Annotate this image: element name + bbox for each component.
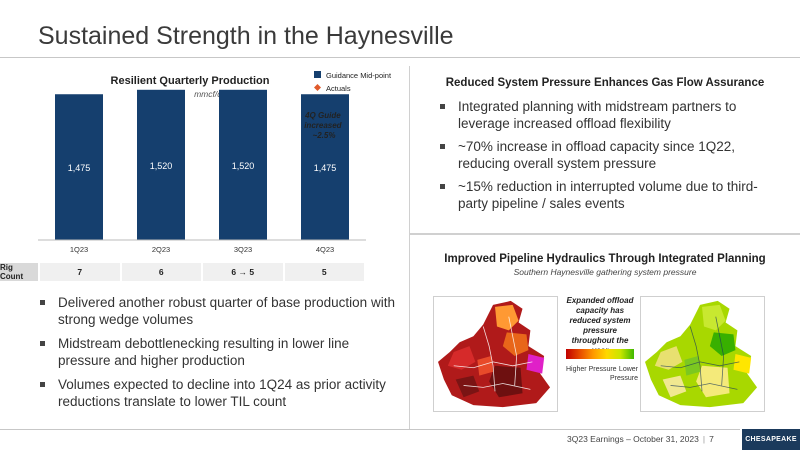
maps-subtitle: Southern Haynesville gathering system pr… — [513, 267, 697, 277]
bar-guidance-3q23 — [219, 89, 267, 240]
rig-count-3q23: 6 → 5 — [203, 263, 283, 281]
footer-separator: | — [702, 434, 706, 444]
annotation-line-3: ~2.5% — [313, 131, 336, 140]
legend-higher-pressure: Higher Pressure — [566, 366, 617, 373]
title-divider — [0, 57, 800, 58]
slide-title: Sustained Strength in the Haynesville — [38, 22, 454, 50]
page-number: 7 — [709, 434, 714, 444]
x-tick-label: 3Q23 — [234, 245, 252, 254]
vertical-divider — [409, 66, 410, 430]
rig-count-row: Rig Count 7 6 6 → 5 5 — [0, 263, 364, 281]
footer-text: 3Q23 Earnings – October 31, 2023 — [567, 434, 699, 444]
bar-guidance-4q23 — [301, 94, 349, 240]
bar-value-label: 1,475 — [314, 163, 337, 173]
right-bullet: ~15% reduction in interrupted volume due… — [440, 178, 785, 212]
legend-marker-actuals — [314, 84, 321, 91]
rig-count-4q23: 5 — [284, 263, 364, 281]
footer-divider — [0, 429, 740, 430]
chart-title: Resilient Quarterly Production — [111, 75, 270, 87]
bar-guidance-1q23 — [55, 94, 103, 240]
chart-subtitle: mmcf/d — [194, 89, 222, 99]
x-tick-label: 1Q23 — [70, 245, 88, 254]
chart-bars: 1,4751,5491Q231,5201,5902Q231,5201,5683Q… — [55, 89, 349, 254]
maps-title: Improved Pipeline Hydraulics Through Int… — [444, 253, 766, 265]
rig-count-2q23: 6 — [121, 263, 201, 281]
legend-lower-pressure: Lower Pressure — [609, 366, 638, 382]
rig-count-1q23: 7 — [40, 263, 120, 281]
bar-value-label: 1,520 — [150, 161, 173, 171]
x-tick-label: 4Q23 — [316, 245, 334, 254]
legend-swatch-guidance — [314, 71, 321, 78]
rig-count-label: Rig Count — [0, 263, 38, 281]
annotation-line-2: increased — [304, 121, 342, 130]
bar-value-label: 1,520 — [232, 161, 255, 171]
annotation-line-1: 4Q Guide — [304, 111, 341, 120]
company-logo: CHESAPEAKE — [742, 429, 800, 450]
bar-value-label: 1,475 — [68, 163, 91, 173]
bar-guidance-2q23 — [137, 89, 185, 240]
right-bullet: ~70% increase in offload capacity since … — [440, 138, 785, 172]
chart-legend: Guidance Mid-point Actuals — [314, 71, 392, 93]
production-chart: Resilient Quarterly Production mmcf/d Gu… — [38, 71, 392, 254]
map-caption: Expanded offload capacity has reduced sy… — [566, 296, 634, 355]
chart-annotation: 4Q Guide increased ~2.5% — [304, 111, 344, 140]
pressure-map-before — [433, 296, 558, 412]
left-bullet: Delivered another robust quarter of base… — [40, 294, 400, 328]
left-bullet-list: Delivered another robust quarter of base… — [40, 294, 400, 417]
pressure-map-after — [640, 296, 765, 412]
horizontal-divider — [410, 233, 800, 235]
x-tick-label: 2Q23 — [152, 245, 170, 254]
legend-label-guidance: Guidance Mid-point — [326, 71, 392, 80]
legend-label-actuals: Actuals — [326, 84, 351, 93]
left-bullet: Volumes expected to decline into 1Q24 as… — [40, 376, 400, 410]
pressure-gradient-legend — [566, 349, 634, 359]
right-bullet: Integrated planning with midstream partn… — [440, 98, 785, 132]
right-panel-title: Reduced System Pressure Enhances Gas Flo… — [445, 77, 765, 89]
footer: 3Q23 Earnings – October 31, 2023 | 7 — [567, 434, 714, 444]
right-bullet-list: Integrated planning with midstream partn… — [440, 98, 785, 218]
left-bullet: Midstream debottlenecking resulting in l… — [40, 335, 400, 369]
